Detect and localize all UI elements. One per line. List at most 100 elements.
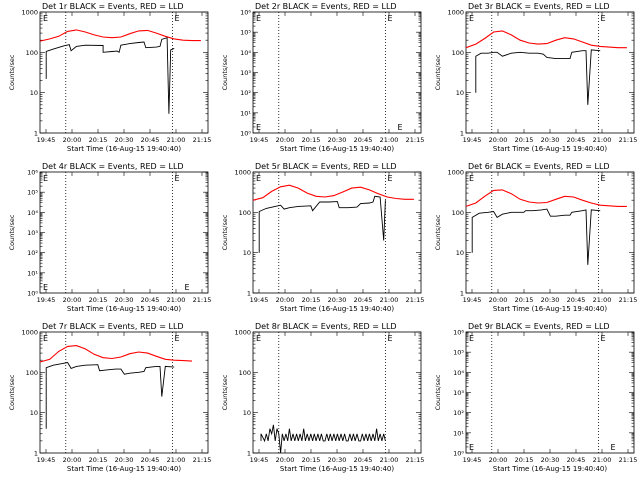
plot-frame bbox=[39, 11, 209, 134]
x-tick-label: 21:15 bbox=[406, 296, 425, 304]
lld-series-line bbox=[252, 184, 414, 201]
y-tick-label: 1 bbox=[460, 130, 464, 138]
detector-panel: Det 7r BLACK = Events, RED = LLD 19:45 20:… bbox=[8, 322, 211, 473]
x-tick-label: 20:30 bbox=[115, 456, 134, 464]
y-tick-label: 10² bbox=[27, 249, 38, 257]
x-tick-label: 20:45 bbox=[567, 296, 586, 304]
y-tick-label: 100 bbox=[452, 49, 464, 57]
x-axis-label: Start Time (16-Aug-15 19:40:40) bbox=[280, 305, 394, 313]
y-tick-label: 10 bbox=[456, 249, 464, 257]
x-tick-label: 20:45 bbox=[141, 456, 160, 464]
y-tick-label: 1000 bbox=[447, 9, 464, 17]
y-tick-label: 10 bbox=[243, 409, 251, 417]
x-tick-label: 21:15 bbox=[193, 136, 212, 144]
events-series-line bbox=[475, 49, 601, 105]
y-axis-label: Counts/sec bbox=[221, 54, 229, 90]
y-axis-label: Counts/sec bbox=[8, 214, 16, 250]
x-tick-label: 20:15 bbox=[89, 296, 108, 304]
x-tick-label: 19:45 bbox=[463, 456, 482, 464]
y-tick-label: 1000 bbox=[21, 9, 38, 17]
detector-panel: Det 5r BLACK = Events, RED = LLD 19:45 20:… bbox=[221, 162, 424, 313]
lld-series-line bbox=[465, 189, 627, 207]
y-tick-label: 10¹ bbox=[240, 109, 251, 117]
x-tick-label: 21:15 bbox=[619, 136, 638, 144]
y-tick-label: 10⁵ bbox=[27, 189, 38, 197]
y-tick-label: 1000 bbox=[447, 169, 464, 177]
panel-title: Det 7r BLACK = Events, RED = LLD bbox=[42, 322, 184, 331]
x-tick-label: 20:00 bbox=[276, 296, 295, 304]
x-tick-label: 19:45 bbox=[250, 136, 269, 144]
detector-panel: Det 4r BLACK = Events, RED = LLD 19:45 20:… bbox=[8, 162, 211, 313]
plot-frame bbox=[252, 171, 422, 294]
x-axis-label: Start Time (16-Aug-15 19:40:40) bbox=[493, 145, 607, 153]
empty-marker-label: E bbox=[397, 123, 402, 132]
y-tick-label: 1 bbox=[247, 450, 251, 458]
x-tick-label: 20:30 bbox=[328, 456, 347, 464]
panel-title: Det 8r BLACK = Events, RED = LLD bbox=[255, 322, 397, 331]
empty-marker-label: E bbox=[184, 283, 189, 292]
x-tick-label: 20:45 bbox=[141, 136, 160, 144]
x-tick-label: 20:00 bbox=[276, 456, 295, 464]
marker-label: E bbox=[600, 14, 605, 23]
detector-panel: Det 1r BLACK = Events, RED = LLD 19:45 20:… bbox=[8, 2, 211, 153]
y-tick-label: 10 bbox=[30, 409, 38, 417]
x-tick-label: 21:00 bbox=[380, 136, 399, 144]
x-axis-label: Start Time (16-Aug-15 19:40:40) bbox=[67, 145, 181, 153]
y-tick-label: 10⁵ bbox=[453, 349, 464, 357]
x-tick-label: 21:15 bbox=[619, 456, 638, 464]
x-tick-label: 20:15 bbox=[302, 296, 321, 304]
x-tick-label: 20:15 bbox=[515, 456, 534, 464]
x-tick-label: 21:15 bbox=[193, 456, 212, 464]
x-tick-label: 21:15 bbox=[406, 136, 425, 144]
lld-series-line bbox=[465, 30, 627, 49]
corner-label: E bbox=[43, 14, 48, 23]
y-tick-label: 10 bbox=[456, 89, 464, 97]
x-tick-label: 20:15 bbox=[515, 296, 534, 304]
x-tick-label: 19:45 bbox=[463, 296, 482, 304]
x-tick-label: 21:00 bbox=[167, 296, 186, 304]
corner-label: E bbox=[469, 334, 474, 343]
marker-label: E bbox=[600, 174, 605, 183]
x-tick-label: 20:15 bbox=[89, 456, 108, 464]
y-tick-label: 10⁶ bbox=[27, 169, 38, 177]
x-tick-label: 21:15 bbox=[619, 296, 638, 304]
x-tick-label: 20:45 bbox=[354, 296, 373, 304]
y-tick-label: 1 bbox=[34, 130, 38, 138]
plot-frame bbox=[465, 11, 635, 134]
y-tick-label: 10⁶ bbox=[453, 329, 464, 337]
y-axis-label: Counts/sec bbox=[434, 374, 442, 410]
corner-label: E bbox=[256, 174, 261, 183]
empty-corner-label: E bbox=[256, 123, 261, 132]
marker-label: E bbox=[600, 334, 605, 343]
x-axis-label: Start Time (16-Aug-15 19:40:40) bbox=[67, 305, 181, 313]
corner-label: E bbox=[43, 174, 48, 183]
y-axis-label: Counts/sec bbox=[8, 54, 16, 90]
x-tick-label: 20:30 bbox=[541, 136, 560, 144]
panel-title: Det 2r BLACK = Events, RED = LLD bbox=[255, 2, 397, 11]
x-axis-label: Start Time (16-Aug-15 19:40:40) bbox=[280, 465, 394, 473]
x-tick-label: 20:30 bbox=[115, 136, 134, 144]
y-tick-label: 10¹ bbox=[27, 269, 38, 277]
events-series-line bbox=[260, 424, 386, 454]
events-series-line bbox=[471, 208, 601, 265]
y-tick-label: 10² bbox=[240, 89, 251, 97]
x-tick-label: 21:00 bbox=[380, 296, 399, 304]
corner-label: E bbox=[43, 334, 48, 343]
y-tick-label: 10⁰ bbox=[27, 290, 38, 298]
y-tick-label: 100 bbox=[239, 209, 251, 217]
y-tick-label: 1 bbox=[34, 450, 38, 458]
x-tick-label: 19:45 bbox=[37, 296, 56, 304]
panel-title: Det 9r BLACK = Events, RED = LLD bbox=[468, 322, 610, 331]
detector-panel: Det 9r BLACK = Events, RED = LLD 19:45 20:… bbox=[434, 322, 637, 473]
y-tick-label: 10³ bbox=[240, 69, 251, 77]
panel-title: Det 4r BLACK = Events, RED = LLD bbox=[42, 162, 184, 171]
y-tick-label: 10⁰ bbox=[240, 130, 251, 138]
plot-frame bbox=[39, 331, 209, 454]
y-tick-label: 100 bbox=[26, 49, 38, 57]
y-tick-label: 1000 bbox=[21, 329, 38, 337]
x-tick-label: 20:30 bbox=[541, 456, 560, 464]
x-tick-label: 20:00 bbox=[63, 296, 82, 304]
y-tick-label: 100 bbox=[452, 209, 464, 217]
plot-frame bbox=[252, 11, 422, 134]
x-tick-label: 20:45 bbox=[354, 456, 373, 464]
